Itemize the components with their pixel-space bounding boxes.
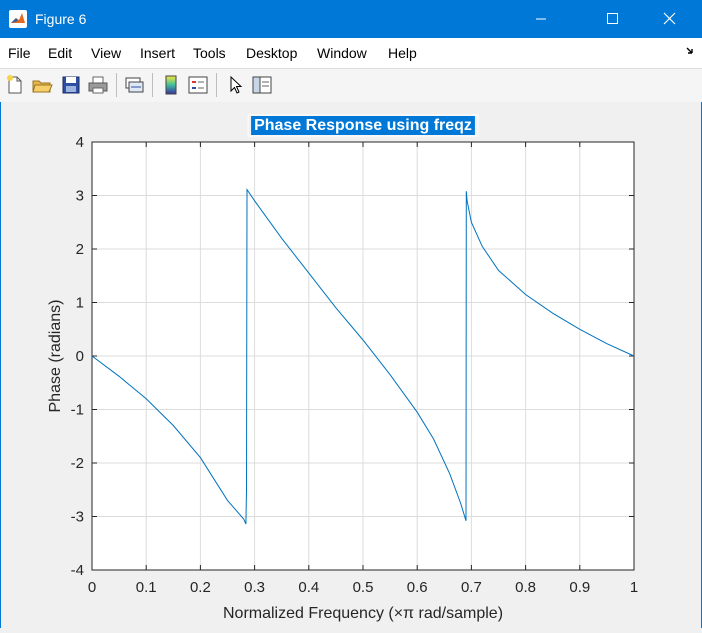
x-tick-label: 0.5: [353, 579, 374, 596]
select-pointer-icon[interactable]: [224, 74, 246, 96]
x-tick-label: 0: [88, 579, 96, 596]
new-figure-icon[interactable]: [4, 74, 26, 96]
y-tick-label: 4: [76, 134, 84, 151]
y-tick-label: -1: [71, 402, 84, 419]
x-tick-label: 0.9: [569, 579, 590, 596]
x-tick-label: 0.3: [244, 579, 265, 596]
window-title: Figure 6: [35, 11, 87, 27]
print-icon[interactable]: [87, 74, 109, 96]
menu-window[interactable]: Window: [317, 45, 367, 61]
window-titlebar: Figure 6: [0, 0, 702, 38]
menu-tools[interactable]: Tools: [193, 45, 226, 61]
property-editor-icon[interactable]: [251, 74, 273, 96]
x-tick-label: 0.1: [136, 579, 157, 596]
link-plot-icon[interactable]: [123, 74, 145, 96]
menu-desktop[interactable]: Desktop: [246, 45, 298, 61]
menu-help[interactable]: Help: [388, 45, 417, 61]
figure-canvas: 0 0.1 0.2 0.3 0.4 0.5 0.6 0.7 0.8 0.9 1 4 3 2 1 0 -1 -2 -3…: [0, 102, 702, 628]
menu-bar: File Edit View Insert Tools Desktop Wind…: [0, 38, 702, 68]
menu-edit[interactable]: Edit: [48, 45, 73, 61]
window-border-left: [0, 102, 1, 628]
x-tick-label: 0.8: [515, 579, 536, 596]
y-tick-label: 0: [76, 348, 84, 365]
y-tick-label: -3: [71, 509, 84, 526]
phase-response-chart[interactable]: 0 0.1 0.2 0.3 0.4 0.5 0.6 0.7 0.8 0.9 1 4 3 2 1 0 -1 -2 -3…: [0, 102, 702, 628]
open-file-icon[interactable]: [31, 74, 53, 96]
figure-toolbar: [0, 68, 702, 103]
dock-arrow-icon[interactable]: [686, 45, 696, 57]
x-tick-label: 0.4: [298, 579, 319, 596]
y-tick-label: -2: [71, 455, 84, 472]
menu-file[interactable]: File: [8, 45, 31, 61]
menu-insert[interactable]: Insert: [140, 45, 176, 61]
maximize-icon: [607, 13, 618, 24]
colorbar-icon[interactable]: [160, 74, 182, 96]
title-selection-highlight: [251, 116, 475, 135]
close-icon: [663, 12, 676, 25]
menu-view[interactable]: View: [91, 45, 122, 61]
chart-title: Phase Response using freqz: [254, 117, 472, 134]
minimize-icon: [536, 18, 546, 20]
x-tick-label: 1: [630, 579, 638, 596]
toolbar-separator: [116, 73, 117, 97]
x-axis-label: Normalized Frequency (×π rad/sample): [223, 605, 503, 622]
y-tick-label: 1: [76, 295, 84, 312]
x-tick-label: 0.2: [190, 579, 211, 596]
phase-series-line: [91, 187, 635, 525]
legend-icon[interactable]: [187, 74, 209, 96]
matlab-logo-icon: [9, 10, 27, 28]
x-tick-label: 0.6: [407, 579, 428, 596]
y-axis-label: Phase (radians): [47, 300, 64, 413]
title-edit-box: [247, 114, 479, 137]
close-button[interactable]: [646, 0, 692, 38]
x-tick-label: 0.7: [461, 579, 482, 596]
toolbar-separator: [216, 73, 217, 97]
y-tick-label: -4: [71, 562, 84, 579]
minimize-button[interactable]: [518, 0, 564, 38]
save-icon[interactable]: [60, 74, 82, 96]
toolbar-separator: [152, 73, 153, 97]
y-tick-label: 3: [76, 188, 84, 205]
y-tick-label: 2: [76, 241, 84, 258]
maximize-button[interactable]: [589, 0, 635, 38]
